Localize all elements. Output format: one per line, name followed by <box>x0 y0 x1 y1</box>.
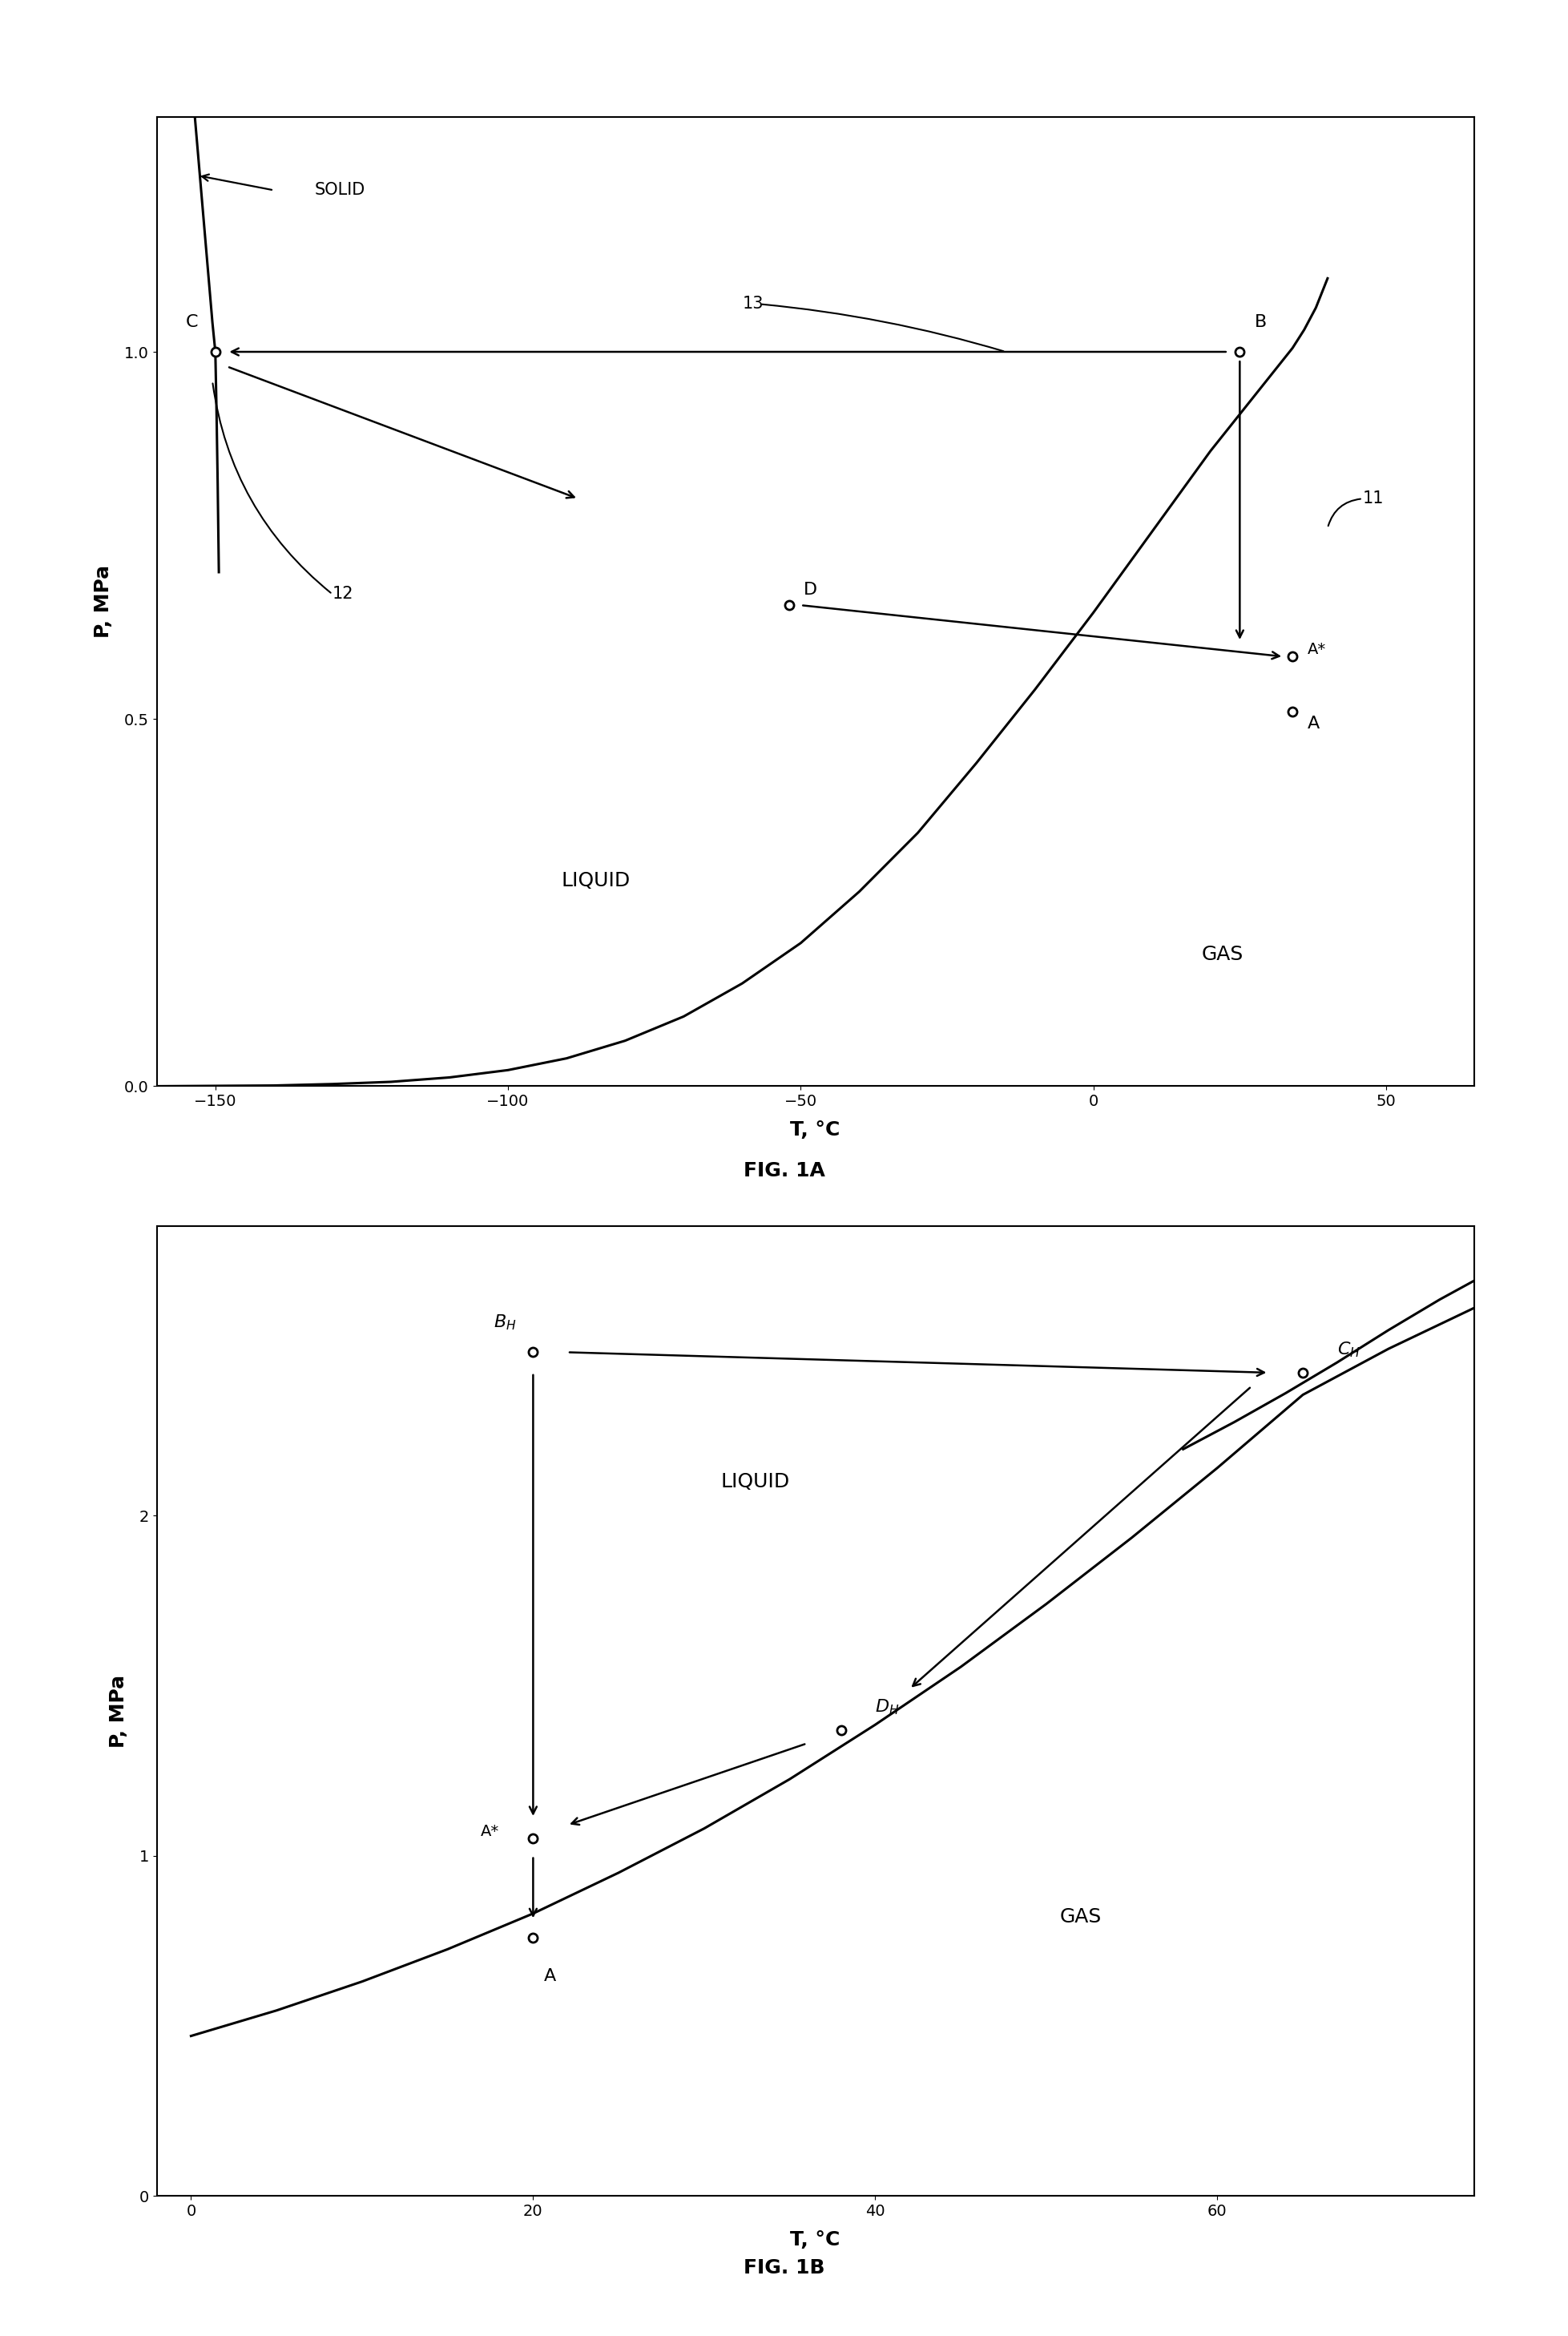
Text: 12: 12 <box>332 586 354 603</box>
Text: GAS: GAS <box>1060 1906 1101 1927</box>
Text: A: A <box>1308 715 1319 731</box>
Text: FIG. 1B: FIG. 1B <box>743 2259 825 2278</box>
Text: $C_H$: $C_H$ <box>1338 1341 1359 1360</box>
X-axis label: T, °C: T, °C <box>790 1121 840 1140</box>
X-axis label: T, °C: T, °C <box>790 2231 840 2250</box>
Text: FIG. 1A: FIG. 1A <box>743 1161 825 1180</box>
Text: GAS: GAS <box>1201 944 1243 965</box>
Text: D: D <box>804 582 817 598</box>
Text: $D_H$: $D_H$ <box>875 1698 900 1717</box>
Text: C: C <box>185 313 198 329</box>
Text: A*: A* <box>480 1824 499 1838</box>
Y-axis label: P, MPa: P, MPa <box>108 1675 129 1747</box>
Text: LIQUID: LIQUID <box>561 871 630 890</box>
Text: A*: A* <box>1308 642 1325 656</box>
Text: LIQUID: LIQUID <box>721 1472 790 1490</box>
Text: SOLID: SOLID <box>315 182 365 199</box>
Text: B: B <box>1254 313 1267 329</box>
Y-axis label: P, MPa: P, MPa <box>94 565 113 638</box>
Text: A: A <box>544 1967 557 1983</box>
Text: $B_H$: $B_H$ <box>494 1313 516 1332</box>
Text: 13: 13 <box>742 297 764 313</box>
Text: 11: 11 <box>1363 491 1385 507</box>
